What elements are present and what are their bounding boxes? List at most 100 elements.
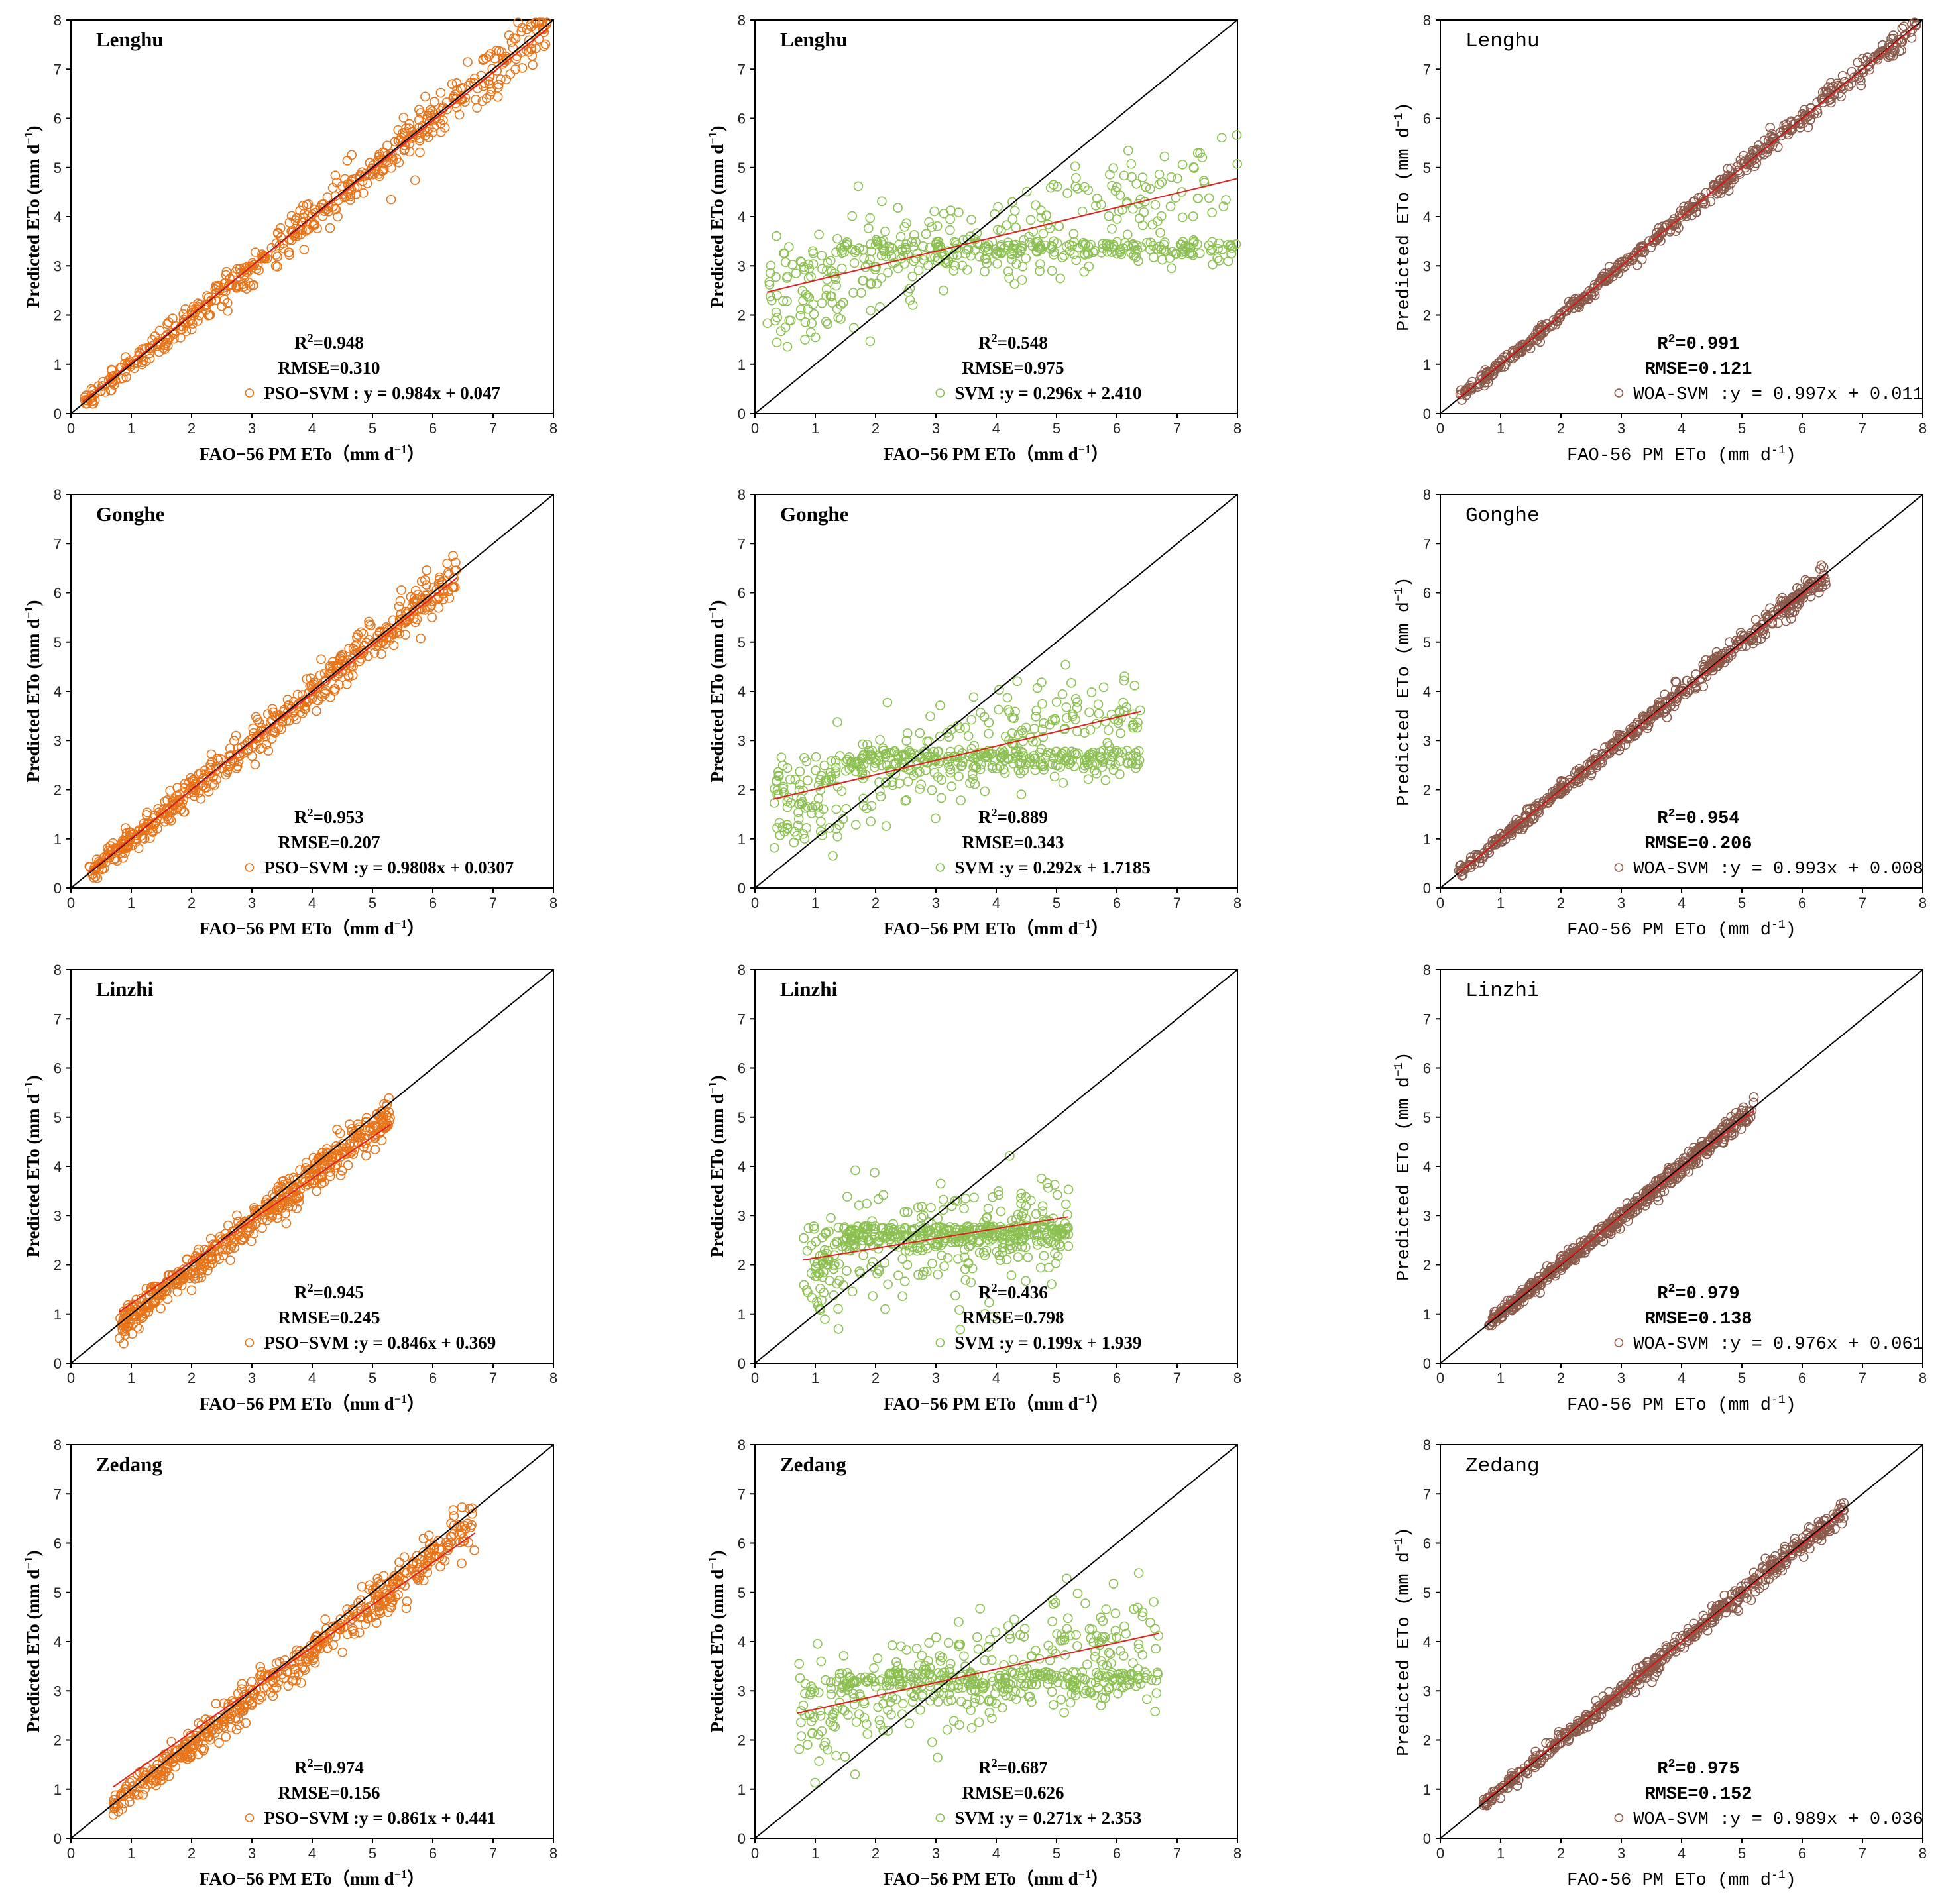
- scatter-point: [1009, 279, 1019, 289]
- y-tick-label: 5: [1423, 634, 1431, 651]
- scatter-point: [1175, 239, 1186, 250]
- subplot-gonghe-pso-svm: 001122334455667788GongheR2=0.953RMSE=0.2…: [22, 486, 557, 938]
- scatter-point: [414, 105, 424, 115]
- scatter-point: [888, 258, 898, 269]
- x-axis-label-sup: −1: [1078, 917, 1091, 930]
- scatter-point: [1061, 1199, 1071, 1209]
- scatter-point: [1167, 247, 1177, 256]
- scatter-point: [271, 250, 281, 260]
- y-tick-label: 5: [738, 634, 746, 651]
- scatter-point: [848, 288, 858, 298]
- scatter-point: [1029, 724, 1039, 734]
- scatter-point: [100, 386, 111, 397]
- scatter-point: [504, 30, 514, 40]
- scatter-point: [427, 612, 437, 622]
- r2-prefix: R: [294, 1282, 308, 1302]
- scatter-point: [811, 752, 821, 762]
- scatter-point: [870, 1168, 880, 1178]
- x-tick-label: 3: [1617, 1370, 1625, 1386]
- y-axis-label: Predicted ETo (mm d−1): [22, 125, 43, 308]
- scatter-point: [1063, 1184, 1074, 1195]
- scatter-point: [134, 1323, 144, 1334]
- scatter-point: [1145, 237, 1156, 248]
- scatter-point: [1091, 201, 1101, 211]
- legend-marker: [935, 1338, 945, 1347]
- scatter-point: [771, 307, 781, 317]
- scatter-point: [1176, 187, 1187, 197]
- scatter-point: [342, 156, 353, 166]
- r2-prefix: R: [294, 333, 308, 353]
- legend-text: WOA-SVM :y = 0.997x + 0.011: [1633, 385, 1923, 405]
- scatter-point: [832, 717, 842, 727]
- scatter-point: [407, 131, 418, 141]
- scatter-point: [1047, 266, 1057, 276]
- scatter-point: [370, 1145, 380, 1154]
- scatter-point: [347, 150, 357, 160]
- scatter-point: [1036, 213, 1047, 223]
- y-tick-label: 3: [738, 732, 746, 749]
- scatter-point: [337, 189, 348, 199]
- scatter-point: [210, 284, 221, 294]
- scatter-point: [982, 241, 992, 252]
- scatter-point: [842, 1192, 852, 1202]
- scatter-point: [980, 1250, 990, 1260]
- scatter-point: [791, 268, 801, 278]
- r2-value: =0.948: [314, 333, 364, 353]
- scatter-point: [374, 169, 384, 179]
- scatter-point: [1006, 249, 1016, 258]
- r2-stat: R2=0.954: [1657, 807, 1739, 829]
- scatter-point: [1180, 243, 1191, 253]
- x-tick-label: 0: [1436, 420, 1444, 437]
- x-tick-label: 5: [369, 895, 376, 911]
- legend-marker: [1614, 388, 1624, 398]
- scatter-point: [1105, 170, 1115, 180]
- scatter-point: [996, 225, 1006, 235]
- scatter-point: [382, 140, 392, 151]
- x-tick-label: 5: [1738, 1370, 1746, 1386]
- scatter-point: [809, 309, 819, 319]
- scatter-point: [1103, 241, 1114, 251]
- y-tick-label: 2: [54, 308, 62, 324]
- scatter-point: [1141, 182, 1151, 192]
- scatter-point: [483, 76, 494, 86]
- scatter-point: [1119, 170, 1129, 181]
- y-tick-label: 4: [1423, 1158, 1431, 1175]
- scatter-point: [1154, 179, 1165, 190]
- y-axis-label-main: Predicted ETo (mm d: [23, 1094, 43, 1258]
- scatter-point: [1055, 273, 1065, 284]
- scatter-point: [1186, 249, 1197, 259]
- scatter-point: [866, 246, 876, 256]
- x-axis-label: FAO-56 PM ETo (mm d-1): [1567, 444, 1796, 466]
- scatter-point: [853, 181, 864, 192]
- scatter-point: [1021, 253, 1031, 264]
- scatter-point: [945, 225, 955, 235]
- y-tick-label: 6: [54, 585, 62, 602]
- scatter-point: [893, 1270, 903, 1280]
- x-tick-label: 7: [489, 420, 497, 437]
- scatter-point: [1035, 243, 1045, 254]
- scatter-point: [211, 282, 222, 292]
- x-tick-label: 6: [1113, 1370, 1121, 1386]
- scatter-point: [833, 1324, 844, 1334]
- scatter-point: [766, 260, 776, 271]
- x-tick-label: 5: [1053, 895, 1060, 911]
- x-tick-label: 7: [1173, 1370, 1181, 1386]
- x-tick-label: 0: [751, 1370, 759, 1386]
- scatter-point: [257, 252, 268, 262]
- rmse-stat: RMSE=0.975: [962, 358, 1064, 378]
- scatter-point: [913, 265, 924, 276]
- x-tick-label: 1: [127, 895, 135, 911]
- scatter-point: [1047, 1279, 1057, 1289]
- scatter-point: [249, 260, 260, 270]
- scatter-point: [1013, 1252, 1023, 1262]
- scatter-point: [984, 728, 994, 739]
- scatter-point: [1083, 774, 1094, 785]
- x-tick-label: 6: [1798, 420, 1806, 437]
- y-tick-label: 7: [738, 61, 746, 78]
- scatter-point: [425, 105, 435, 115]
- scatter-point: [539, 41, 549, 52]
- y-tick-label: 5: [1423, 160, 1431, 176]
- scatter-point: [1100, 775, 1111, 785]
- x-tick-label: 0: [751, 895, 759, 911]
- x-tick-label: 8: [549, 420, 557, 437]
